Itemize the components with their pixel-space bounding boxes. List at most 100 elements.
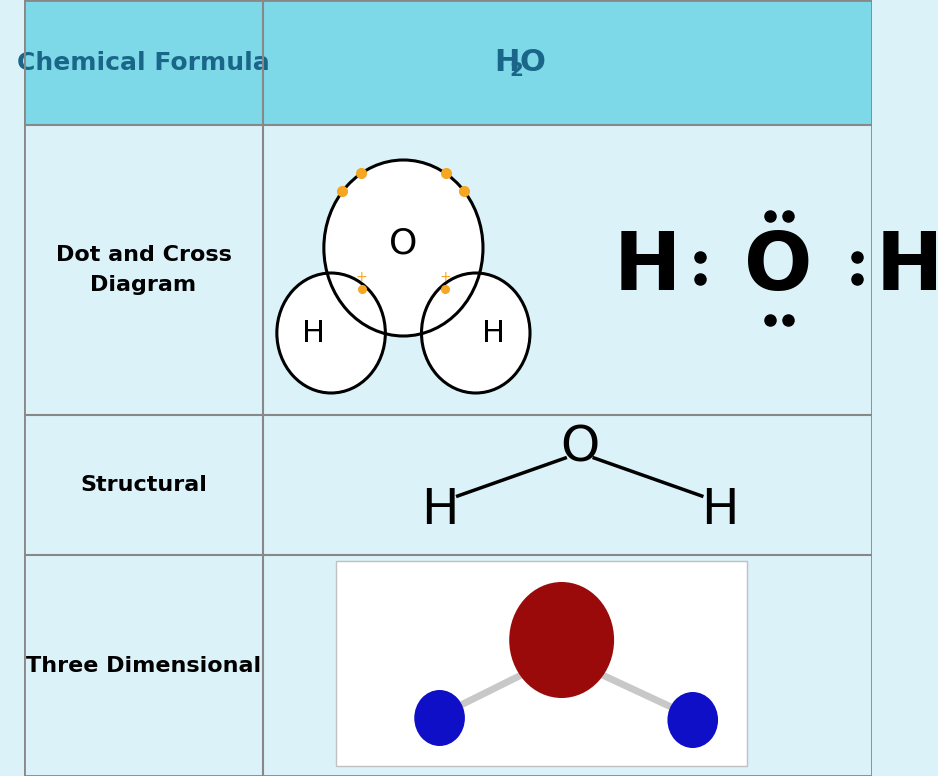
Circle shape: [425, 702, 451, 730]
Circle shape: [676, 702, 706, 735]
Text: +: +: [356, 270, 368, 284]
Circle shape: [678, 703, 704, 733]
Circle shape: [547, 623, 561, 639]
Bar: [23, 0, 871, 125]
Circle shape: [535, 611, 577, 657]
Circle shape: [548, 625, 558, 636]
Circle shape: [537, 614, 573, 653]
Text: O: O: [560, 424, 599, 472]
Circle shape: [424, 701, 452, 732]
Circle shape: [429, 706, 446, 724]
Text: Dot and Cross
Diagram: Dot and Cross Diagram: [55, 245, 232, 295]
Circle shape: [434, 712, 438, 716]
Circle shape: [431, 708, 443, 722]
Circle shape: [418, 695, 459, 740]
Circle shape: [421, 273, 530, 393]
Circle shape: [686, 712, 693, 721]
Circle shape: [670, 695, 715, 744]
Circle shape: [542, 618, 567, 646]
Circle shape: [688, 714, 691, 719]
Circle shape: [521, 594, 598, 680]
Circle shape: [415, 690, 465, 746]
Circle shape: [671, 696, 714, 743]
Text: O: O: [745, 229, 813, 307]
Circle shape: [518, 591, 601, 684]
Circle shape: [427, 703, 448, 728]
Circle shape: [673, 698, 711, 740]
Circle shape: [688, 715, 690, 717]
Circle shape: [419, 696, 458, 738]
Bar: [23, 415, 871, 555]
Circle shape: [539, 615, 570, 650]
Circle shape: [681, 707, 700, 727]
Text: H: H: [421, 486, 459, 534]
Text: Three Dimensional: Three Dimensional: [26, 656, 261, 675]
Circle shape: [669, 694, 716, 746]
Circle shape: [422, 698, 454, 734]
Circle shape: [668, 692, 719, 748]
Circle shape: [510, 584, 612, 696]
Circle shape: [435, 713, 437, 715]
Text: H: H: [701, 486, 738, 534]
Circle shape: [685, 711, 695, 722]
Circle shape: [423, 699, 453, 733]
Circle shape: [550, 626, 556, 634]
Text: H: H: [876, 229, 938, 307]
Circle shape: [431, 709, 442, 720]
Circle shape: [428, 705, 446, 726]
Circle shape: [277, 273, 386, 393]
Text: 2: 2: [509, 61, 522, 80]
Circle shape: [515, 588, 606, 689]
Text: H: H: [301, 318, 325, 348]
Circle shape: [545, 622, 563, 641]
Circle shape: [523, 598, 594, 675]
Circle shape: [427, 705, 447, 726]
Circle shape: [522, 596, 596, 677]
Circle shape: [417, 694, 461, 741]
Circle shape: [540, 617, 568, 648]
Circle shape: [513, 587, 608, 691]
Circle shape: [426, 702, 449, 729]
Text: Chemical Formula: Chemical Formula: [17, 50, 270, 74]
Circle shape: [420, 697, 457, 737]
Circle shape: [544, 620, 565, 643]
Circle shape: [532, 608, 581, 661]
Circle shape: [517, 590, 604, 687]
Circle shape: [520, 593, 599, 682]
Text: H: H: [482, 318, 506, 348]
Circle shape: [416, 691, 463, 745]
Circle shape: [526, 601, 589, 670]
Circle shape: [421, 698, 456, 736]
Circle shape: [673, 698, 710, 739]
Bar: [336, 561, 747, 766]
Circle shape: [683, 709, 697, 725]
Circle shape: [551, 628, 554, 632]
Circle shape: [537, 612, 575, 655]
Circle shape: [432, 710, 441, 719]
Circle shape: [512, 585, 610, 694]
Circle shape: [680, 706, 701, 729]
Text: Structural: Structural: [80, 475, 207, 495]
Text: O: O: [389, 226, 417, 260]
Circle shape: [668, 693, 717, 747]
Circle shape: [416, 692, 462, 743]
Text: H: H: [613, 229, 681, 307]
Circle shape: [430, 707, 444, 722]
Circle shape: [675, 701, 707, 736]
Circle shape: [525, 599, 591, 673]
Bar: [23, 555, 871, 776]
Text: O: O: [520, 48, 546, 77]
Circle shape: [531, 606, 583, 663]
Bar: [23, 125, 871, 415]
Circle shape: [528, 603, 587, 668]
Circle shape: [674, 700, 709, 738]
Text: +: +: [439, 270, 451, 284]
Circle shape: [682, 708, 698, 726]
Circle shape: [677, 702, 705, 734]
Circle shape: [433, 711, 439, 718]
Circle shape: [672, 697, 712, 742]
Circle shape: [534, 609, 579, 660]
Circle shape: [678, 705, 703, 731]
Circle shape: [324, 160, 483, 336]
Circle shape: [529, 605, 585, 666]
